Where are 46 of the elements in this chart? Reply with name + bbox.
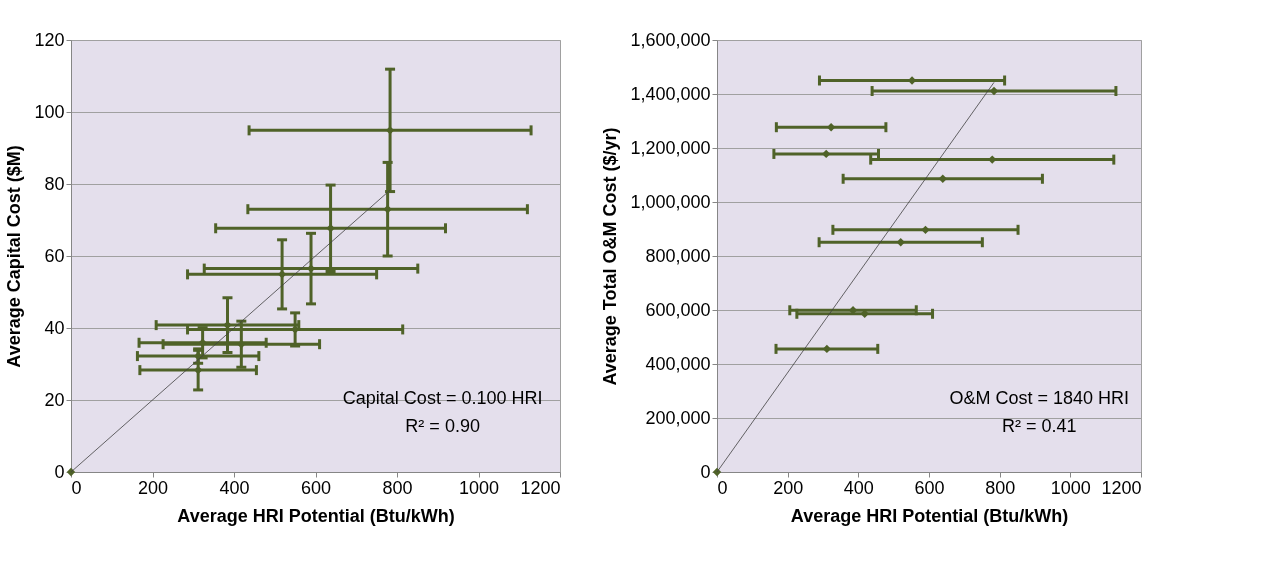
y-tick-label: 200,000 [645,407,711,428]
x-tick-label: 1200 [1101,477,1142,498]
y-tick-label: 1,000,000 [630,191,711,212]
point [896,238,905,247]
y-tick-label: 0 [700,461,711,482]
x-tick-label: 1000 [1050,477,1091,498]
y-tick-label: 120 [34,29,65,50]
annotation: Capital Cost = 0.100 HRI [342,387,543,408]
point [383,205,392,214]
point [326,224,335,233]
y-tick-label: 60 [44,245,65,266]
x-tick-label: 800 [985,477,1016,498]
y-tick-label: 40 [44,317,65,338]
y-tick-label: 1,600,000 [630,29,711,50]
x-axis-title: Average HRI Potential (Btu/kWh) [790,505,1069,526]
y-tick-label: 800,000 [645,245,711,266]
annotation: O&M Cost = 1840 HRI [949,387,1130,408]
x-tick-label: 400 [219,477,250,498]
y-tick-label: 600,000 [645,299,711,320]
y-tick-label: 100 [34,101,65,122]
point [921,225,930,234]
x-axis-title: Average HRI Potential (Btu/kWh) [177,505,455,526]
y-tick-label: 1,200,000 [630,137,711,158]
x-tick-label: 0 [717,477,728,498]
x-tick-label: 1200 [520,477,561,498]
point [237,340,246,349]
x-tick-label: 1000 [458,477,500,498]
point [822,149,831,159]
x-tick-label: 400 [843,477,874,498]
y-tick-label: 1,400,000 [630,83,711,104]
y-axis-title: Average Capital Cost ($M) [4,145,25,368]
point [198,338,207,347]
y-tick-label: 80 [44,173,65,194]
y-tick-label: 400,000 [645,353,711,374]
x-tick-label: 200 [137,477,169,498]
annotation: R² = 0.41 [1001,415,1077,436]
y-tick-label: 20 [44,389,65,410]
x-tick-label: 600 [914,477,945,498]
x-tick-label: 600 [300,477,332,498]
point [938,174,947,183]
annotation: R² = 0.90 [405,415,480,436]
x-tick-label: 800 [382,477,413,498]
x-tick-label: 0 [71,477,82,498]
y-tick-label: 0 [54,461,65,482]
x-tick-label: 200 [773,477,804,498]
y-axis-title: Average Total O&M Cost ($/yr) [600,127,621,386]
